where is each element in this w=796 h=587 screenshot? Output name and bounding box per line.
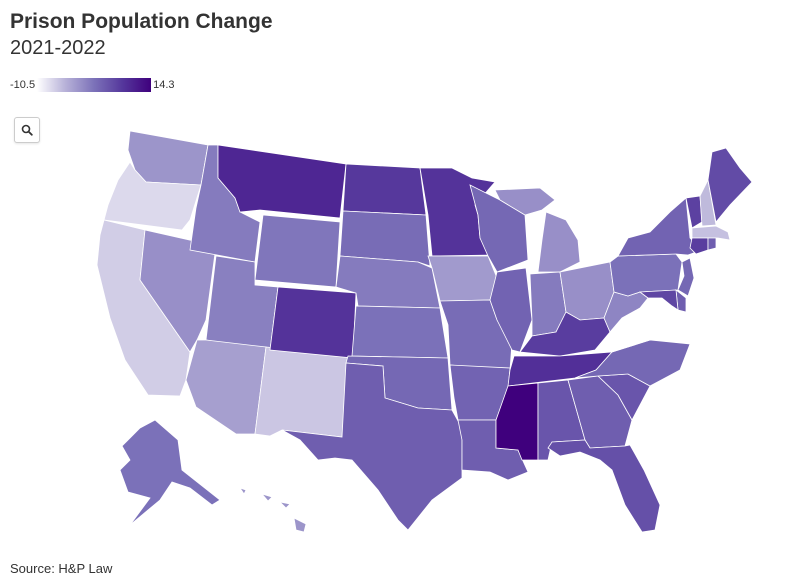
map-title: Prison Population Change (10, 10, 273, 33)
state-oh[interactable] (559, 261, 615, 321)
state-ri[interactable] (707, 237, 717, 251)
state-nc[interactable] (574, 339, 691, 387)
state-ks[interactable] (351, 305, 449, 359)
search-button[interactable] (14, 117, 40, 143)
state-nd[interactable] (342, 163, 427, 216)
state-nj[interactable] (677, 257, 695, 297)
state-wy[interactable] (254, 214, 341, 288)
state-ny[interactable] (617, 197, 703, 257)
state-tx[interactable] (281, 362, 463, 531)
state-ak[interactable] (119, 419, 221, 526)
state-me[interactable] (707, 147, 753, 223)
map-subtitle: 2021-2022 (10, 37, 106, 59)
state-az[interactable] (185, 339, 267, 435)
legend-max-label: 14.3 (153, 79, 175, 91)
search-icon (21, 124, 33, 136)
state-ct[interactable] (689, 237, 709, 255)
state-md[interactable] (638, 289, 679, 311)
state-co[interactable] (269, 286, 357, 359)
source-note: Source: H&P Law (10, 561, 113, 576)
state-mt[interactable] (217, 144, 347, 219)
state-il[interactable] (489, 267, 533, 353)
state-or[interactable] (103, 161, 202, 231)
state-hi[interactable] (239, 487, 307, 533)
state-nh[interactable] (699, 178, 717, 227)
state-fl[interactable] (547, 439, 661, 533)
legend-gradient-bar (37, 78, 152, 92)
color-legend: -10.5 14.3 (10, 77, 175, 93)
state-pa[interactable] (609, 253, 683, 297)
state-mi[interactable] (494, 187, 581, 273)
state-sd[interactable] (339, 210, 431, 267)
state-nm[interactable] (254, 346, 349, 438)
legend-min-label: -10.5 (10, 79, 36, 91)
state-ia[interactable] (427, 255, 498, 302)
state-ky[interactable] (519, 311, 611, 357)
